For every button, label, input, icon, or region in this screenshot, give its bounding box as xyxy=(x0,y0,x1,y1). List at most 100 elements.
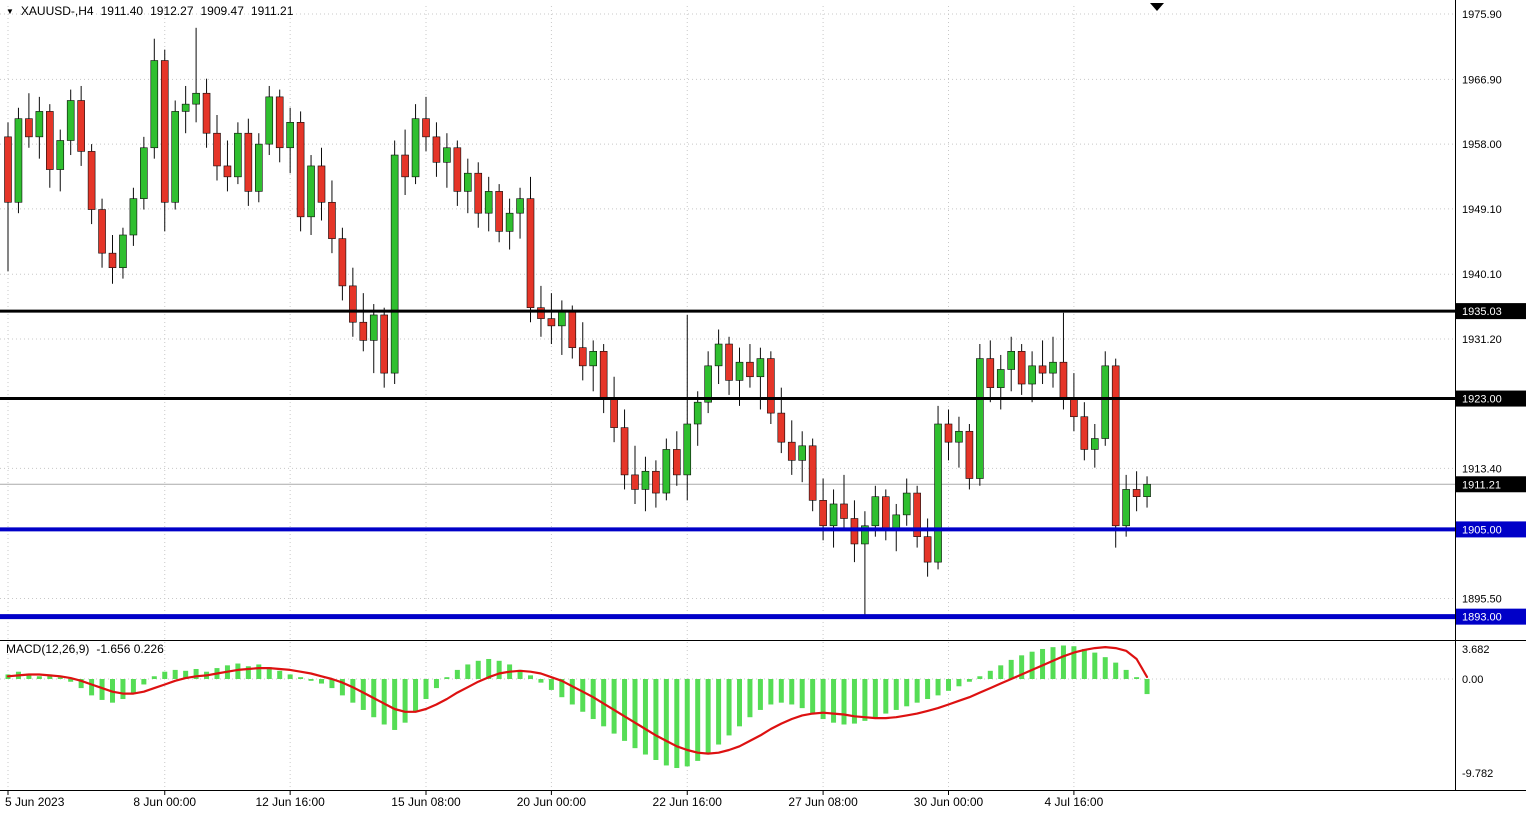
symbol-quote-header: ▼ XAUUSD-,H4 1911.40 1912.27 1909.47 191… xyxy=(6,4,293,18)
candle-body xyxy=(234,132,242,178)
macd-histogram-bar xyxy=(256,664,262,679)
candle-body xyxy=(223,165,232,178)
macd-histogram-bar xyxy=(423,679,429,700)
quote-low: 1909.47 xyxy=(200,4,244,18)
candle-body xyxy=(735,361,744,381)
candle-body xyxy=(1038,365,1047,374)
time-tick-label: 8 Jun 00:00 xyxy=(133,795,196,809)
macd-histogram-bar xyxy=(235,663,241,679)
candle-body xyxy=(704,365,712,403)
candle-body xyxy=(923,536,932,563)
macd-histogram-bar xyxy=(528,675,533,679)
macd-histogram-bar xyxy=(569,679,575,705)
macd-histogram-bar xyxy=(695,679,701,761)
level-price-badge-label: 1893.00 xyxy=(1462,612,1502,624)
macd-histogram-bar xyxy=(68,679,74,682)
macd-histogram-bar xyxy=(914,679,920,703)
macd-histogram-bar xyxy=(496,660,502,679)
macd-histogram-bar xyxy=(1081,648,1087,679)
macd-histogram-bar xyxy=(904,679,910,707)
level-price-badge-label: 1923.00 xyxy=(1462,394,1502,406)
macd-histogram-bar xyxy=(590,679,596,720)
candle-body xyxy=(35,111,44,138)
level-price-badge xyxy=(1456,608,1526,625)
macd-histogram-bar xyxy=(475,660,481,679)
candle-body xyxy=(463,172,472,192)
macd-histogram-bar xyxy=(1102,657,1108,679)
macd-histogram-bar xyxy=(831,679,837,723)
price-tick-label: 1895.50 xyxy=(1462,593,1502,605)
macd-histogram-bar xyxy=(810,679,816,714)
candle-body xyxy=(265,96,274,145)
macd-histogram-bar xyxy=(1008,659,1014,679)
candle-body xyxy=(1091,438,1099,450)
candle-body xyxy=(369,314,378,341)
symbol-triangle-icon[interactable]: ▼ xyxy=(6,7,14,16)
candle-body xyxy=(892,514,901,530)
candle-body xyxy=(620,427,629,476)
candle-body xyxy=(307,165,315,218)
macd-histogram-bar xyxy=(402,679,408,723)
macd-histogram-bar xyxy=(465,664,471,679)
macd-histogram-bar xyxy=(381,679,387,725)
macd-histogram-bar xyxy=(538,679,544,683)
candle-body xyxy=(129,198,138,236)
symbol-period-label: XAUUSD-,H4 xyxy=(20,4,94,18)
macd-histogram-bar xyxy=(611,679,617,734)
candle-body xyxy=(767,358,775,414)
candle-body xyxy=(1017,351,1026,385)
price-tick-label: 1958.00 xyxy=(1462,139,1502,151)
candle-body xyxy=(160,60,169,203)
price-chart-area[interactable] xyxy=(0,6,1455,637)
level-price-badge xyxy=(1456,303,1526,320)
macd-histogram-bar xyxy=(1019,655,1025,679)
macd-histogram-bar xyxy=(130,679,136,693)
level-price-badge-label: 1905.00 xyxy=(1462,524,1502,536)
macd-histogram-bar xyxy=(1144,679,1150,695)
macd-histogram-bar xyxy=(1123,669,1129,679)
candle-body xyxy=(25,118,33,138)
candle-body xyxy=(150,60,159,149)
macd-histogram-bar xyxy=(705,679,711,754)
macd-histogram-bar xyxy=(935,679,941,696)
candle-body xyxy=(798,445,807,461)
price-tick-label: 1913.40 xyxy=(1462,463,1502,475)
macd-histogram-bar xyxy=(99,679,105,700)
time-tick-label: 27 Jun 08:00 xyxy=(788,795,858,809)
candle-body xyxy=(390,154,399,374)
candle-body xyxy=(77,100,85,152)
candle-body xyxy=(547,318,556,327)
macd-histogram-bar xyxy=(966,679,972,682)
macd-histogram-bar xyxy=(622,679,628,741)
macd-histogram-bar xyxy=(851,679,857,724)
candle-body xyxy=(955,430,963,443)
time-tick-label: 15 Jun 08:00 xyxy=(391,795,461,809)
time-axis-area[interactable] xyxy=(0,791,1526,813)
candle-body xyxy=(1111,365,1120,527)
macd-histogram-bar xyxy=(360,679,366,710)
macd-values: -1.656 0.226 xyxy=(96,642,164,656)
candle-body xyxy=(171,111,179,203)
candle-body xyxy=(693,401,702,425)
candle-body xyxy=(213,132,221,167)
candle-body xyxy=(558,311,566,327)
macd-histogram-bar xyxy=(287,674,293,679)
macd-histogram-bar xyxy=(172,669,178,679)
macd-axis-label: 3.682 xyxy=(1462,644,1490,656)
macd-histogram-bar xyxy=(486,658,492,679)
macd-histogram-bar xyxy=(245,666,251,679)
macd-histogram-bar xyxy=(987,670,993,679)
candle-body xyxy=(1080,416,1089,450)
candle-body xyxy=(140,147,148,199)
macd-histogram-bar xyxy=(26,673,32,679)
price-tick-label: 1940.10 xyxy=(1462,269,1502,281)
candle-body xyxy=(66,100,75,141)
candle-body xyxy=(516,198,524,214)
candle-body xyxy=(505,212,514,232)
chart-shift-marker-icon[interactable] xyxy=(1150,3,1164,11)
macd-histogram-bar xyxy=(925,679,931,700)
candle-body xyxy=(840,503,848,519)
macd-histogram-bar xyxy=(183,670,189,679)
candle-body xyxy=(881,496,890,530)
